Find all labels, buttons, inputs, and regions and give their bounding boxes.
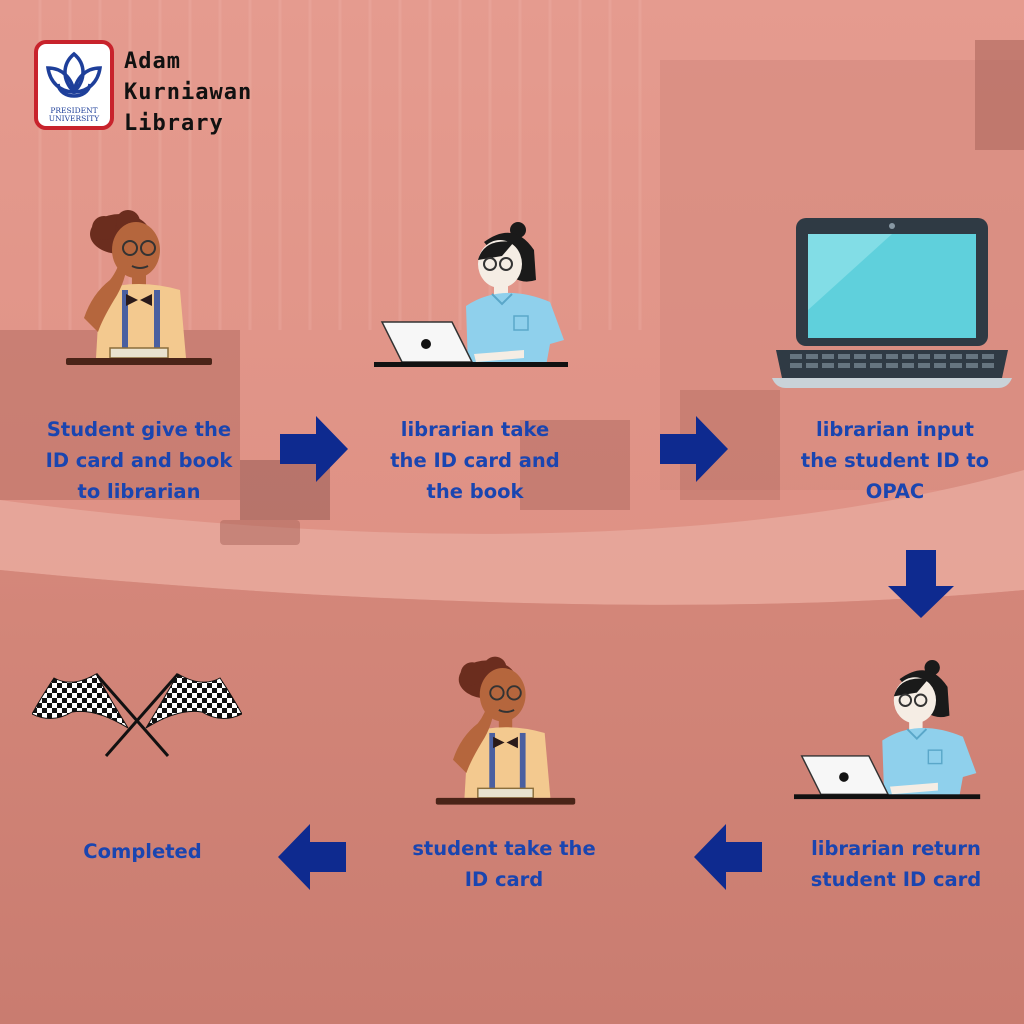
arrow-left-icon: [278, 824, 346, 890]
arrow-down-icon: [888, 550, 954, 618]
arrow-right-icon: [280, 416, 348, 482]
step-2-label: librarian take the ID card and the book: [390, 418, 560, 503]
librarian-illustration: [374, 222, 568, 367]
arrow-left-icon: [694, 824, 762, 890]
step-4-label: librarian return student ID card: [810, 837, 982, 891]
student-illustration: [66, 210, 212, 365]
brand-line-1: Adam: [124, 49, 181, 74]
president-university-logo: PRESIDENT UNIVERSITY: [34, 40, 114, 130]
step-6-label: Completed: [83, 840, 202, 863]
arrow-right-icon: [660, 416, 728, 482]
brand-line-2: Kurniawan: [124, 80, 253, 105]
laptop-illustration: [772, 218, 1012, 388]
librarian-illustration: [794, 659, 981, 800]
brand-line-3: Library: [124, 111, 224, 136]
student-illustration: [435, 656, 576, 805]
step-1-label: Student give the ID card and book to lib…: [45, 418, 233, 503]
logo-text-university: UNIVERSITY: [49, 114, 100, 123]
checkered-flags-icon: [32, 673, 242, 757]
brand-name: Adam Kurniawan Library: [124, 46, 252, 139]
step-3-label: librarian input the student ID to OPAC: [800, 418, 990, 503]
step-5-label: student take the ID card: [412, 837, 596, 891]
logo-text-president: PRESIDENT: [50, 106, 97, 115]
